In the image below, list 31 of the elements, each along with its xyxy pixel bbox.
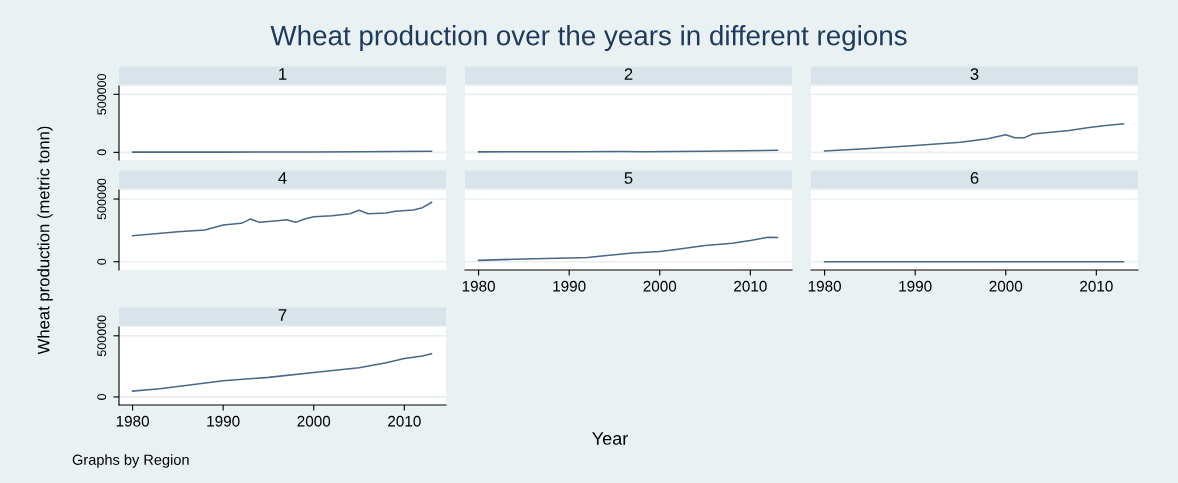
x-tick-label: 2000 <box>989 280 1023 292</box>
text: Graphs by Region <box>72 454 189 468</box>
line-series <box>131 352 433 392</box>
chart-title: 4 <box>278 172 287 184</box>
text: Wheat production (metric tonn) <box>37 126 53 355</box>
text: Year <box>592 432 628 445</box>
text: Wheat production over the years in different regions <box>270 25 907 51</box>
chart-title: 7 <box>278 309 287 321</box>
x-tick-label: 1990 <box>207 415 240 427</box>
x-tick-label: 2010 <box>734 280 767 292</box>
chart-title: 1 <box>279 68 287 80</box>
y-tick-label: 0 <box>97 258 107 265</box>
x-tick-label: 2010 <box>388 415 421 427</box>
x-tick-label: 2000 <box>297 415 331 427</box>
y-tick-label: 0 <box>97 393 107 400</box>
x-tick-label: 2010 <box>1080 280 1113 292</box>
x-tick-label: 1980 <box>808 280 841 292</box>
x-tick-label: 1990 <box>899 280 932 292</box>
y-tick-label: 500000 <box>97 73 107 115</box>
x-tick-label: 1980 <box>462 280 495 292</box>
y-tick-label: 500000 <box>97 178 107 220</box>
y-tick-label: 0 <box>97 149 107 156</box>
chart-title: 5 <box>624 172 633 184</box>
line-series <box>131 201 433 237</box>
chart-title: 6 <box>970 172 979 184</box>
x-tick-label: 1990 <box>553 280 586 292</box>
chart-title: 3 <box>970 68 979 80</box>
chart-title: 2 <box>624 68 633 80</box>
y-tick-label: 500000 <box>97 315 107 357</box>
x-tick-label: 2000 <box>643 280 677 292</box>
x-tick-label: 1980 <box>116 415 149 427</box>
